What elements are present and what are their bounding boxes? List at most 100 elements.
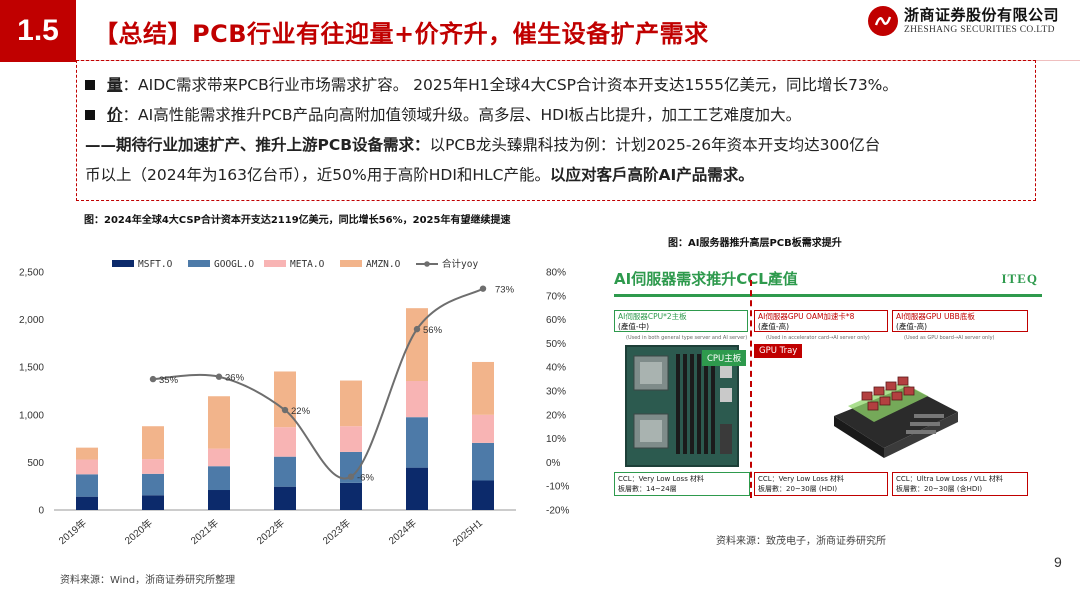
summary-keyword-price: 价: [107, 106, 123, 124]
gpu-ubb-ccl: CCL：Ultra Low Loss / VLL 材料: [896, 475, 1003, 483]
yoy-point: [149, 375, 157, 383]
legend-swatch-amzn: [340, 260, 362, 267]
yoy-point: [347, 473, 355, 480]
y-right-tick-label: -10%: [546, 482, 569, 493]
legend-label: MSFT.O: [138, 259, 173, 270]
bar-segment-amzn: [76, 447, 98, 460]
y-right-tick-label: 80%: [546, 268, 566, 279]
bar-segment-meta: [142, 459, 164, 474]
yoy-line: [152, 287, 484, 480]
x-tick-label: 2019年: [56, 516, 89, 547]
bullet-square-icon: [85, 110, 95, 120]
bar-segment-googl: [274, 456, 296, 487]
legend-marker-yoy: [424, 261, 430, 267]
bar-segment-msft: [472, 480, 494, 510]
bar-segment-googl: [208, 466, 230, 491]
summary-line-outlook: ——期待行业加速扩产、推升上游PCB设备需求：以PCB龙头臻鼎科技为例：计划20…: [85, 130, 1027, 160]
zheshang-logo-icon: [868, 6, 898, 36]
y-right-tick-label: 20%: [546, 410, 566, 421]
bar-segment-msft: [142, 495, 164, 510]
yoy-point: [413, 325, 421, 333]
left-figure-caption: 图：2024年全球4大CSP合计资本开支达2119亿美元，同比增长56%，202…: [84, 215, 511, 226]
x-tick-label: 2024年: [386, 516, 419, 547]
summary-outlook-heading: ——期待行业加速扩产、推升上游PCB设备需求：: [85, 136, 430, 154]
cpu-board-note: (Used in both general type server and AI…: [626, 335, 748, 341]
yoy-point: [281, 406, 289, 414]
summary-text-volume: ：AIDC需求带来PCB行业市场需求扩容。 2025年H1全球4大CSP合计资本…: [122, 76, 898, 94]
panel-rule: [614, 294, 1042, 297]
page-title: 【总结】PCB行业有往迎量+价齐升，催生设备扩产需求: [94, 20, 709, 48]
summary-outlook-text: 以PCB龙头臻鼎科技为例：计划2025-26年资本开支均达300亿台: [429, 136, 881, 154]
y-left-tick-label: 1,500: [19, 363, 44, 374]
legend-swatch-googl: [188, 260, 210, 267]
y-left-tick-label: 2,500: [19, 268, 44, 279]
cpu-board-tag: CPU主板: [702, 350, 747, 366]
gpu-ubb-title: AI伺服器GPU UBB底板: [896, 312, 975, 321]
right-figure-source: 资料来源：致茂电子，浙商证券研究所: [716, 536, 886, 547]
gpu-ubb-layers: 板層數：20~30層 (含HDI): [896, 485, 983, 493]
bar-segment-amzn: [142, 426, 164, 460]
x-tick-label: 2022年: [254, 516, 287, 547]
bar-segment-googl: [406, 417, 428, 468]
gpu-oam-column: AI伺服器GPU OAM加速卡*8 (產值-高) (Used in accele…: [754, 310, 889, 496]
gpu-oam-ccl: CCL：Very Low Loss 材料: [758, 475, 845, 483]
legend-label: GOOGL.O: [214, 259, 254, 270]
legend-swatch-msft: [112, 260, 134, 267]
bar-segment-meta: [472, 414, 494, 443]
y-left-tick-label: 0: [38, 506, 44, 517]
y-left-tick-label: 2,000: [19, 315, 44, 326]
cpu-board-ccl: CCL：Very Low Loss 材料: [618, 475, 705, 483]
summary-line-outlook-cont: 币以上（2024年为163亿台币），近50%用于高阶HDI和HLC产能。以应对客…: [85, 160, 1027, 190]
bar-segment-msft: [340, 482, 362, 510]
gpu-ubb-header: AI伺服器GPU UBB底板 (產值-高): [892, 310, 1028, 332]
cpu-board-title: AI伺服器CPU*2主板: [618, 312, 687, 321]
summary-outlook-text-cont: 币以上（2024年为163亿台币），近50%用于高阶HDI和HLC产能。: [85, 166, 551, 184]
yoy-data-label: 56%: [423, 325, 443, 336]
summary-keyword-volume: 量: [107, 76, 123, 94]
bar-segment-amzn: [472, 361, 494, 415]
y-right-tick-label: 50%: [546, 339, 566, 350]
bar-segment-msft: [406, 467, 428, 510]
gpu-oam-value: (產值-高): [758, 321, 790, 331]
yoy-point: [479, 285, 487, 292]
left-figure-source: 资料来源：Wind，浙商证券研究所整理: [60, 575, 236, 586]
gpu-oam-title: AI伺服器GPU OAM加速卡*8: [758, 312, 855, 321]
ccl-value-panel: AI伺服器需求推升CCL產值 ITEQ AI伺服器CPU*2主板 (產值-中) …: [614, 266, 1042, 498]
bar-segment-meta: [340, 426, 362, 452]
summary-line-volume: 量：AIDC需求带来PCB行业市场需求扩容。 2025年H1全球4大CSP合计资…: [85, 70, 1027, 100]
gpu-ubb-footer: CCL：Ultra Low Loss / VLL 材料 板層數：20~30層 (…: [892, 472, 1028, 496]
cpu-board-footer: CCL：Very Low Loss 材料 板層數：14~24層: [614, 472, 750, 496]
gpu-oam-note: (Used in accelerator card→AI server only…: [766, 335, 870, 341]
gpu-tray-image: [834, 376, 958, 458]
summary-line-price: 价：AI高性能需求推升PCB产品向高附加值领域升级。高多层、HDI板占比提升，加…: [85, 100, 1027, 130]
cpu-board-column: AI伺服器CPU*2主板 (產值-中) (Used in both genera…: [614, 310, 750, 496]
cpu-board-header: AI伺服器CPU*2主板 (產值-中): [614, 310, 748, 332]
legend-label-yoy: 合计yoy: [442, 258, 478, 270]
bar-segment-googl: [472, 442, 494, 481]
x-tick-label: 2020年: [122, 516, 155, 547]
x-tick-label: 2025H1: [451, 518, 485, 549]
section-number-badge: 1.5: [0, 0, 76, 62]
gpu-oam-header: AI伺服器GPU OAM加速卡*8 (產值-高): [754, 310, 888, 332]
bar-segment-msft: [208, 490, 230, 510]
bar-segment-msft: [274, 486, 296, 510]
bullet-square-icon: [85, 80, 95, 90]
legend-label: META.O: [290, 259, 325, 270]
bar-segment-amzn: [208, 396, 230, 449]
y-right-tick-label: 40%: [546, 363, 566, 374]
bar-segment-msft: [76, 496, 98, 510]
y-right-tick-label: 10%: [546, 434, 566, 445]
x-tick-label: 2021年: [188, 516, 221, 547]
yoy-data-label: 35%: [159, 375, 179, 386]
x-tick-label: 2023年: [320, 516, 353, 547]
yoy-data-label: 22%: [291, 406, 311, 417]
iteq-logo: ITEQ: [1001, 271, 1038, 286]
cpu-board-layers: 板層數：14~24層: [618, 485, 677, 493]
summary-outlook-conclusion: 以应对客戶高阶AI产品需求。: [550, 166, 754, 184]
y-right-tick-label: -20%: [546, 506, 569, 517]
bar-segment-amzn: [340, 380, 362, 427]
gpu-tray-tag: GPU Tray: [754, 344, 803, 358]
bar-segment-googl: [142, 473, 164, 496]
cpu-motherboard-image: [625, 345, 739, 467]
legend-swatch-meta: [264, 260, 286, 267]
